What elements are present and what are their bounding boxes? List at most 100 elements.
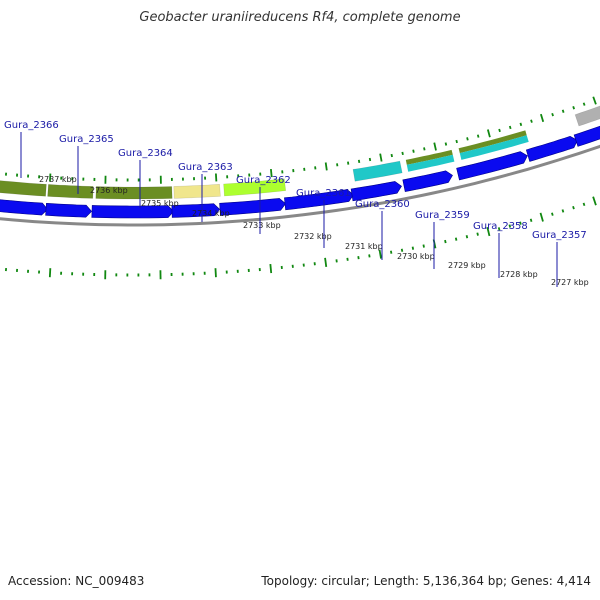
outer-ring-tick (390, 153, 393, 158)
scale-label: 2737 kbp (39, 175, 77, 184)
feature-bar (223, 178, 287, 197)
scale-labels: 2737 kbp 2736 kbp 2735 kbp 2734 kbp 2733 kbp… (39, 175, 589, 287)
outer-ring-tick (592, 96, 597, 105)
cds-arrow (91, 205, 175, 219)
gene-label: Gura_2361 (296, 188, 351, 199)
scale-label: 2734 kbp (192, 209, 230, 218)
scale-label: 2736 kbp (90, 186, 128, 195)
genome-backbone (0, 144, 600, 227)
feature-bar (47, 184, 94, 199)
feature-bar (95, 186, 173, 200)
outer-ring-tick (519, 122, 523, 127)
map-title: Geobacter uraniireducens Rf4, complete g… (139, 10, 461, 25)
outer-ring-tick (530, 119, 533, 123)
outer-ring-tick (270, 168, 273, 178)
scale-label: 2731 kbp (345, 242, 383, 251)
cds-arrow (0, 199, 49, 216)
inner-ring-tick (529, 218, 533, 222)
outer-ring-tick (379, 153, 383, 162)
cds-arrow (45, 202, 93, 218)
inner-ring-tick (551, 212, 554, 216)
accession-label: Accession: NC_009483 (8, 574, 145, 588)
inner-ring-tick (214, 268, 217, 278)
inner-ring-tick (454, 237, 458, 241)
outer-ring-tick (540, 113, 545, 123)
inner-ring-tick (476, 232, 479, 236)
inner-ring-tick (400, 248, 404, 252)
genome-summary: Topology: circular; Length: 5,136,364 bp… (261, 574, 591, 588)
scale-label: 2728 kbp (500, 270, 538, 279)
inner-ring-tick (465, 235, 469, 239)
inner-ring-tick (497, 227, 501, 231)
inner-ring-tick (582, 202, 586, 207)
gene-label: Gura_2363 (178, 162, 233, 173)
scale-label: 2729 kbp (448, 261, 486, 270)
feature-bar (406, 154, 455, 172)
outer-ring-tick (444, 142, 448, 146)
inner-ring-tick (48, 268, 52, 278)
inner-ring-tick (486, 226, 491, 237)
feature-bar (173, 183, 221, 199)
inner-ring-tick (519, 221, 522, 225)
cds-arrow (525, 135, 578, 162)
outer-ring-tick (551, 112, 554, 117)
outer-ring-tick (486, 129, 491, 138)
inner-ring-tick (572, 205, 575, 210)
scale-label: 2730 kbp (397, 252, 435, 261)
gene-label: Gura_2360 (355, 199, 410, 210)
outer-ring-tick (455, 139, 458, 144)
outer-ring-tick (476, 134, 480, 138)
outer-ring-tick (572, 106, 575, 110)
feature-bar (352, 160, 403, 182)
gene-labels: Gura_2366Gura_2365Gura_2364Gura_2363Gura… (4, 120, 587, 287)
inner-ring-tick (592, 196, 597, 206)
scale-label: 2727 kbp (551, 278, 589, 287)
gene-label: Gura_2357 (532, 230, 587, 241)
outer-tick-ring (4, 96, 597, 184)
cds-arrow (456, 151, 528, 181)
outer-ring-tick (508, 125, 512, 130)
inner-ring-tick (378, 249, 382, 259)
cds-track (0, 125, 600, 219)
feature-bar (458, 130, 527, 154)
inner-ring-tick (444, 239, 447, 244)
feature-bar (405, 149, 453, 165)
feature-bar (0, 180, 47, 197)
outer-ring-tick (582, 102, 586, 106)
outer-ring-tick (401, 151, 404, 156)
cds-arrow (219, 198, 287, 216)
gene-label: Gura_2364 (118, 148, 173, 159)
feature-bar (574, 105, 600, 127)
outer-ring-tick (324, 162, 328, 171)
gene-label: Gura_2366 (4, 120, 59, 131)
cds-arrow (284, 189, 355, 211)
inner-ring-tick (508, 224, 512, 228)
cds-arrow (171, 203, 221, 218)
gene-label: Gura_2358 (473, 221, 528, 232)
inner-ring-tick (561, 209, 565, 213)
outer-ring-tick (498, 128, 501, 133)
gene-label: Gura_2359 (415, 210, 470, 221)
outer-ring-tick (368, 157, 372, 162)
scale-label: 2733 kbp (243, 221, 281, 230)
inner-ring-tick (390, 250, 393, 254)
outer-ring-tick (466, 137, 469, 141)
inner-ring-tick (422, 244, 425, 248)
cds-arrow (402, 170, 453, 192)
outer-ring-tick (433, 142, 437, 151)
gene-label: Gura_2362 (236, 175, 291, 186)
inner-ring-tick (539, 212, 544, 222)
outer-ring-tick (423, 147, 426, 151)
cds-arrow (573, 125, 600, 147)
scale-label: 2732 kbp (294, 232, 332, 241)
feature-track (0, 105, 600, 200)
outer-ring-tick (412, 149, 415, 153)
cds-arrow (350, 181, 402, 202)
gene-label: Gura_2365 (59, 134, 114, 145)
feature-bar (459, 135, 529, 160)
scale-label: 2735 kbp (141, 199, 179, 208)
inner-ring-tick (324, 257, 328, 267)
outer-ring-tick (561, 109, 565, 113)
inner-ring-tick (269, 263, 273, 274)
